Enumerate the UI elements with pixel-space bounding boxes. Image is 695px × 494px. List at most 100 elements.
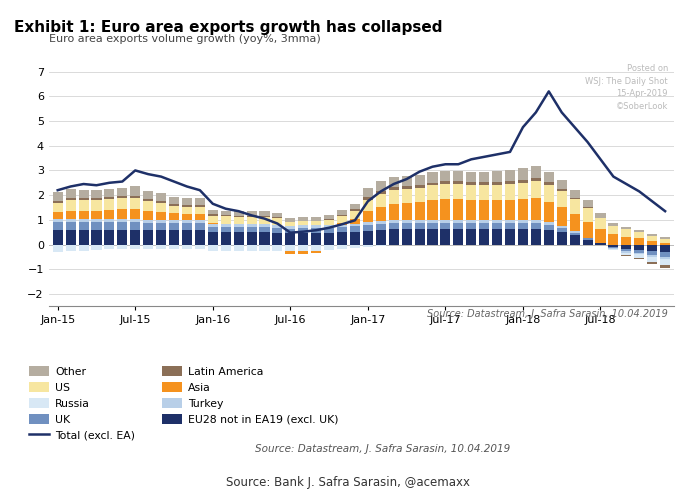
Bar bbox=[660, 259, 670, 265]
Bar bbox=[311, 221, 321, 225]
Bar bbox=[337, 210, 347, 215]
Bar bbox=[169, 204, 179, 206]
Bar bbox=[53, 203, 63, 212]
Bar bbox=[208, 232, 218, 245]
Bar bbox=[324, 220, 334, 225]
Bar bbox=[156, 203, 166, 212]
Bar bbox=[557, 189, 566, 191]
Bar bbox=[234, 217, 244, 224]
Bar bbox=[414, 223, 425, 229]
Bar bbox=[337, 232, 347, 245]
Bar bbox=[621, 229, 631, 237]
Bar bbox=[660, 265, 670, 268]
Bar bbox=[221, 224, 231, 227]
Bar bbox=[441, 171, 450, 181]
Bar bbox=[608, 248, 619, 249]
Bar bbox=[130, 209, 140, 219]
Bar bbox=[337, 223, 347, 225]
Bar bbox=[621, 251, 631, 253]
Bar bbox=[92, 219, 101, 222]
Bar bbox=[466, 182, 476, 185]
Bar bbox=[557, 207, 566, 226]
Bar bbox=[543, 225, 554, 230]
Bar bbox=[195, 198, 205, 206]
Bar bbox=[505, 200, 515, 220]
Bar bbox=[479, 220, 489, 223]
Bar bbox=[492, 185, 502, 200]
Bar bbox=[389, 204, 399, 220]
Bar bbox=[570, 199, 580, 214]
Bar bbox=[414, 202, 425, 220]
Bar bbox=[635, 245, 644, 250]
Bar bbox=[79, 245, 88, 251]
Bar bbox=[337, 245, 347, 249]
Bar bbox=[350, 224, 360, 226]
Bar bbox=[582, 208, 593, 222]
Bar bbox=[182, 220, 192, 223]
Bar bbox=[234, 216, 244, 217]
Bar bbox=[531, 223, 541, 229]
Bar bbox=[543, 202, 554, 222]
Bar bbox=[169, 230, 179, 245]
Bar bbox=[389, 223, 399, 229]
Bar bbox=[221, 245, 231, 251]
Bar bbox=[104, 189, 115, 197]
Bar bbox=[272, 233, 282, 245]
Bar bbox=[350, 209, 360, 211]
Bar bbox=[531, 229, 541, 245]
Bar bbox=[466, 185, 476, 200]
Bar bbox=[466, 223, 476, 229]
Bar bbox=[208, 227, 218, 232]
Bar bbox=[324, 219, 334, 220]
Bar bbox=[65, 219, 76, 222]
Bar bbox=[104, 219, 115, 222]
Bar bbox=[298, 221, 309, 225]
Bar bbox=[518, 180, 528, 183]
Bar bbox=[363, 188, 373, 197]
Bar bbox=[350, 204, 360, 209]
Bar bbox=[518, 229, 528, 245]
Bar bbox=[324, 215, 334, 219]
Bar bbox=[402, 186, 411, 189]
Bar bbox=[557, 228, 566, 232]
Bar bbox=[441, 184, 450, 199]
Bar bbox=[647, 262, 657, 264]
Bar bbox=[272, 225, 282, 228]
Bar bbox=[53, 192, 63, 201]
Bar bbox=[402, 176, 411, 186]
Bar bbox=[427, 223, 438, 229]
Bar bbox=[247, 224, 256, 227]
Bar bbox=[182, 198, 192, 206]
Bar bbox=[543, 185, 554, 202]
Bar bbox=[479, 223, 489, 229]
Bar bbox=[492, 182, 502, 185]
Bar bbox=[608, 225, 619, 234]
Bar bbox=[557, 232, 566, 245]
Bar bbox=[53, 219, 63, 222]
Bar bbox=[285, 226, 295, 229]
Bar bbox=[427, 186, 438, 201]
Bar bbox=[479, 200, 489, 220]
Bar bbox=[363, 245, 373, 247]
Bar bbox=[53, 230, 63, 245]
Bar bbox=[531, 181, 541, 198]
Bar bbox=[660, 243, 670, 245]
Bar bbox=[621, 237, 631, 245]
Bar bbox=[65, 198, 76, 201]
Bar bbox=[234, 224, 244, 227]
Bar bbox=[350, 211, 360, 219]
Bar bbox=[298, 251, 309, 254]
Bar bbox=[143, 199, 153, 201]
Bar bbox=[531, 166, 541, 178]
Bar bbox=[557, 180, 566, 189]
Text: Euro area exports volume growth (yoy%, 3mma): Euro area exports volume growth (yoy%, 3… bbox=[49, 35, 320, 44]
Bar bbox=[156, 230, 166, 245]
Bar bbox=[647, 245, 657, 251]
Bar bbox=[596, 218, 605, 229]
Bar bbox=[621, 245, 631, 249]
Bar bbox=[79, 200, 88, 211]
Bar bbox=[543, 182, 554, 185]
Bar bbox=[285, 251, 295, 254]
Bar bbox=[53, 222, 63, 230]
Bar bbox=[65, 201, 76, 211]
